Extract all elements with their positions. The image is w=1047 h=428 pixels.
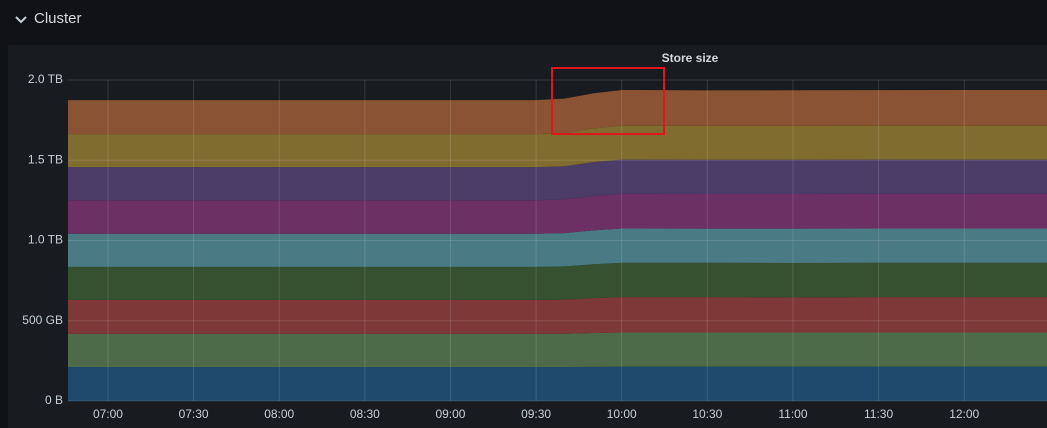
collapse-chevron[interactable]: [15, 16, 27, 24]
x-tick-label: 10:30: [692, 407, 722, 421]
area-series: [68, 89, 1047, 135]
x-tick-label: 12:00: [949, 407, 979, 421]
x-tick-label: 07:30: [179, 407, 209, 421]
y-tick-label: 1.5 TB: [28, 152, 63, 166]
row-title[interactable]: Cluster: [34, 10, 82, 27]
area-series: [68, 332, 1047, 367]
x-tick-label: 08:00: [264, 407, 294, 421]
area-series: [68, 262, 1047, 300]
area-series: [68, 366, 1047, 401]
area-series: [68, 297, 1047, 334]
area-series: [68, 159, 1047, 201]
x-tick-label: 11:00: [778, 407, 807, 421]
y-tick-label: 0 B: [45, 393, 63, 407]
panel-title[interactable]: Store size: [662, 51, 719, 65]
x-tick-label: 11:30: [864, 407, 893, 421]
highlight-box: [551, 67, 665, 135]
x-tick-label: 09:30: [521, 407, 551, 421]
area-series: [68, 193, 1047, 234]
y-tick-label: 500 GB: [22, 313, 63, 327]
x-tick-label: 09:00: [435, 407, 465, 421]
area-series: [68, 228, 1047, 267]
y-tick-label: 2.0 TB: [28, 72, 63, 86]
y-tick-label: 1.0 TB: [28, 233, 63, 247]
area-series: [68, 125, 1047, 168]
x-tick-label: 10:00: [607, 407, 637, 421]
x-tick-label: 08:30: [350, 407, 380, 421]
x-tick-label: 07:00: [93, 407, 123, 421]
plot-area: 0 B 500 GB 1.0 TB 1.5 TB 2.0 TB 07:00 07:30 08:…: [22, 72, 1047, 421]
